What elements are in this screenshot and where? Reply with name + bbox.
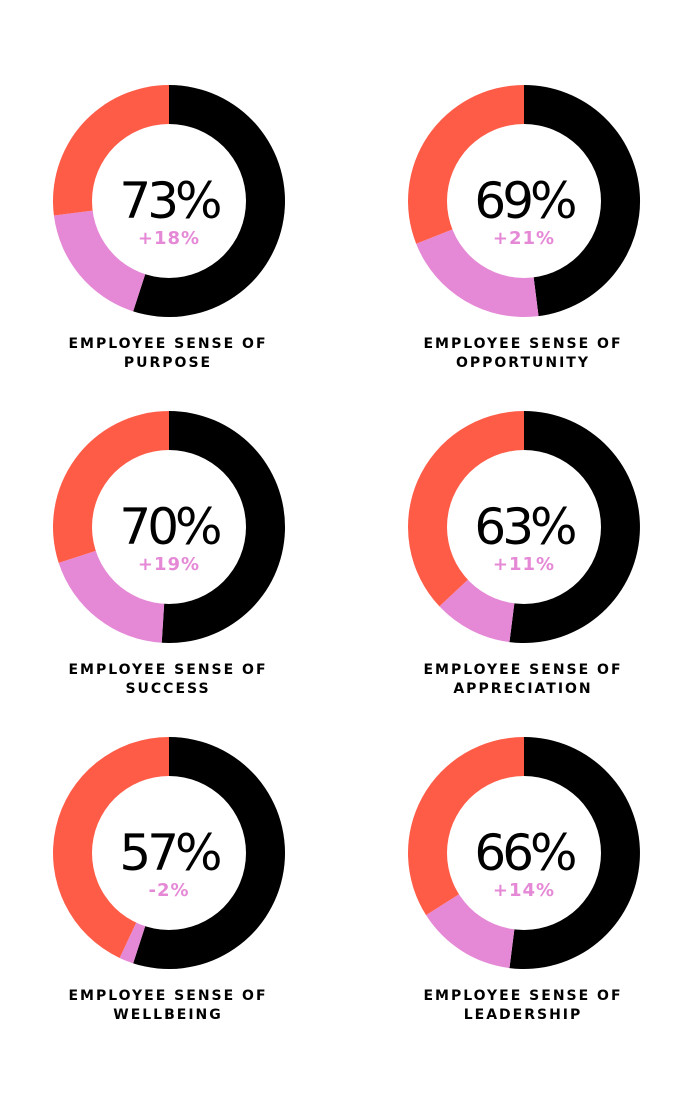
chart-card-success: 70% +19% EMPLOYEE SENSE OF SUCCESS [0,326,346,697]
chart-card-appreciation: 63% +11% EMPLOYEE SENSE OF APPRECIATION [355,326,692,697]
donut-chart: 73% +18% [52,84,286,318]
donut-hole [447,450,601,604]
donut-chart: 66% +14% [407,736,641,970]
value-label: 69% [474,172,575,230]
change-label: +14% [493,880,555,901]
donut-hole [447,124,601,278]
change-label: +18% [138,228,200,249]
chart-caption: EMPLOYEE SENSE OF LEADERSHIP [355,987,691,1025]
value-label: 57% [119,824,220,882]
chart-caption: EMPLOYEE SENSE OF SUCCESS [0,661,336,699]
caption-line-1: EMPLOYEE SENSE OF [423,662,623,678]
caption-line-2: SUCCESS [125,681,211,697]
chart-caption: EMPLOYEE SENSE OF APPRECIATION [355,661,691,699]
donut-svg: 69% +21% [408,84,641,318]
donut-chart: 63% +11% [407,410,641,644]
caption-line-2: APPRECIATION [453,681,593,697]
chart-card-leadership: 66% +14% EMPLOYEE SENSE OF LEADERSHIP [355,652,692,1023]
value-label: 63% [474,498,575,556]
change-label: +21% [493,228,555,249]
donut-chart: 57% -2% [52,736,286,970]
donut-chart: 70% +19% [52,410,286,644]
change-label: +11% [493,554,555,575]
value-label: 66% [474,824,575,882]
value-label: 73% [119,172,220,230]
chart-caption: EMPLOYEE SENSE OF WELLBEING [0,987,336,1025]
change-label: +19% [138,554,200,575]
caption-line-2: LEADERSHIP [463,1007,583,1023]
donut-svg: 57% -2% [53,737,286,969]
caption-line-1: EMPLOYEE SENSE OF [423,988,623,1004]
caption-line-1: EMPLOYEE SENSE OF [423,336,623,352]
caption-line-1: EMPLOYEE SENSE OF [68,336,268,352]
donut-chart: 69% +21% [407,84,641,318]
caption-line-2: PURPOSE [123,355,213,371]
caption-line-2: WELLBEING [113,1007,223,1023]
donut-svg: 70% +19% [53,411,286,643]
chart-caption: EMPLOYEE SENSE OF PURPOSE [0,335,336,373]
caption-line-1: EMPLOYEE SENSE OF [68,662,268,678]
donut-hole [92,776,246,930]
donut-hole [92,124,246,278]
chart-card-purpose: 73% +18% EMPLOYEE SENSE OF PURPOSE [0,0,346,371]
donut-svg: 66% +14% [407,737,640,969]
value-label: 70% [119,498,220,556]
caption-line-1: EMPLOYEE SENSE OF [68,988,268,1004]
donut-svg: 63% +11% [407,411,640,643]
donut-hole [92,450,246,604]
donut-svg: 73% +18% [52,84,286,318]
donut-hole [447,776,601,930]
chart-card-wellbeing: 57% -2% EMPLOYEE SENSE OF WELLBEING [0,652,346,1023]
chart-card-opportunity: 69% +21% EMPLOYEE SENSE OF OPPORTUNITY [355,0,692,371]
chart-caption: EMPLOYEE SENSE OF OPPORTUNITY [355,335,691,373]
change-label: -2% [148,880,189,901]
caption-line-2: OPPORTUNITY [455,355,590,371]
